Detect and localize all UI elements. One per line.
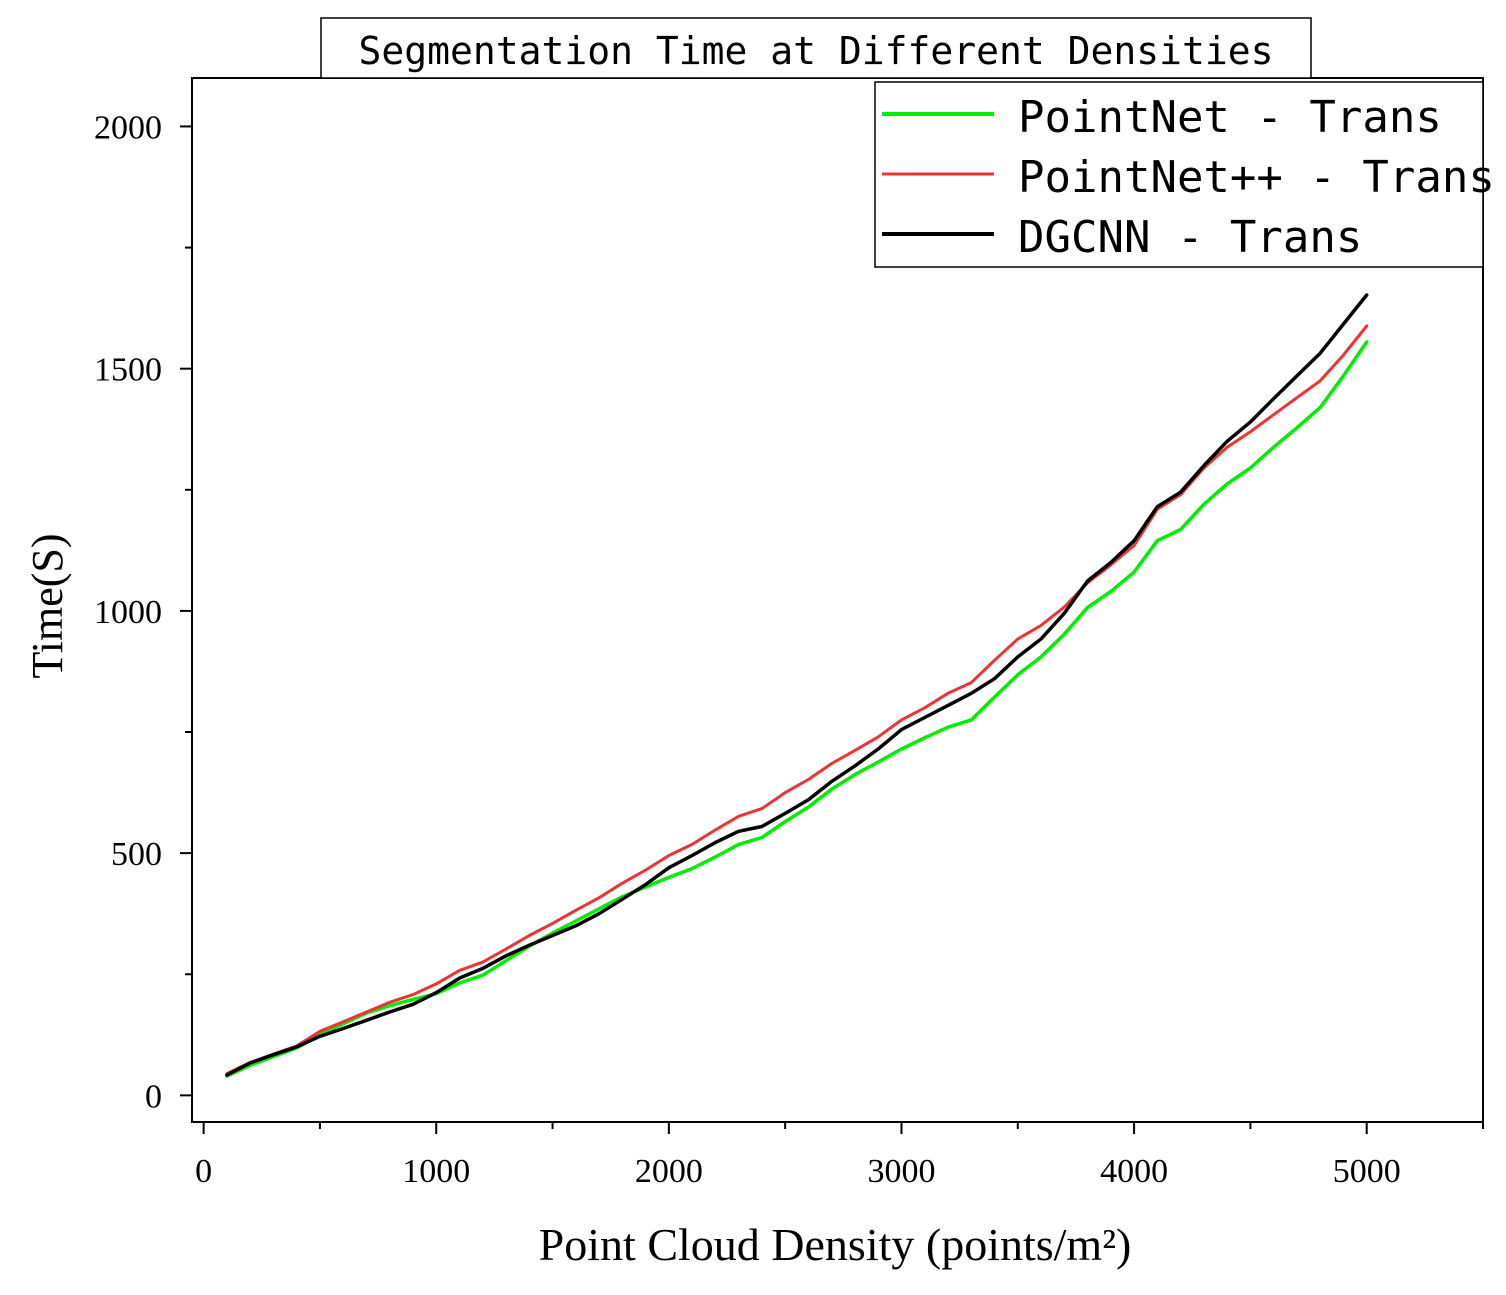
x-axis-title: Point Cloud Density (points/m²) (539, 1219, 1132, 1270)
legend-label-pointnet-plus-plus: PointNet++ - Trans (1018, 152, 1495, 203)
y-tick-label: 500 (111, 836, 162, 873)
x-tick-label: 5000 (1333, 1153, 1401, 1190)
x-tick-label: 0 (195, 1153, 212, 1190)
x-tick-label: 1000 (402, 1153, 470, 1190)
chart-title-box: Segmentation Time at Different Densities (320, 17, 1312, 79)
series-line-pointnet (225, 340, 1369, 1078)
series-line-pointnet-plus-plus (225, 324, 1369, 1076)
y-tick-label: 1000 (94, 594, 162, 631)
chart-title: Segmentation Time at Different Densities (358, 29, 1273, 73)
title-frame (320, 17, 1312, 79)
series-group (225, 293, 1369, 1078)
x-tick-label: 4000 (1100, 1153, 1168, 1190)
axes: 0 1000 2000 3000 4000 5000 0 500 1000 1500 2000 (94, 109, 1484, 1190)
legend: PointNet - Trans PointNet++ - Trans DGCN… (874, 81, 1495, 268)
y-axis-title: Time(S) (23, 533, 72, 678)
legend-label-dgcnn: DGCNN - Trans (1018, 212, 1362, 263)
y-tick-label: 0 (145, 1078, 162, 1115)
y-tick-label: 2000 (94, 109, 162, 146)
x-tick-label: 2000 (635, 1153, 703, 1190)
x-tick-label: 3000 (867, 1153, 935, 1190)
series-line-dgcnn (225, 293, 1369, 1077)
y-tick-label: 1500 (94, 352, 162, 389)
legend-label-pointnet: PointNet - Trans (1018, 92, 1442, 143)
